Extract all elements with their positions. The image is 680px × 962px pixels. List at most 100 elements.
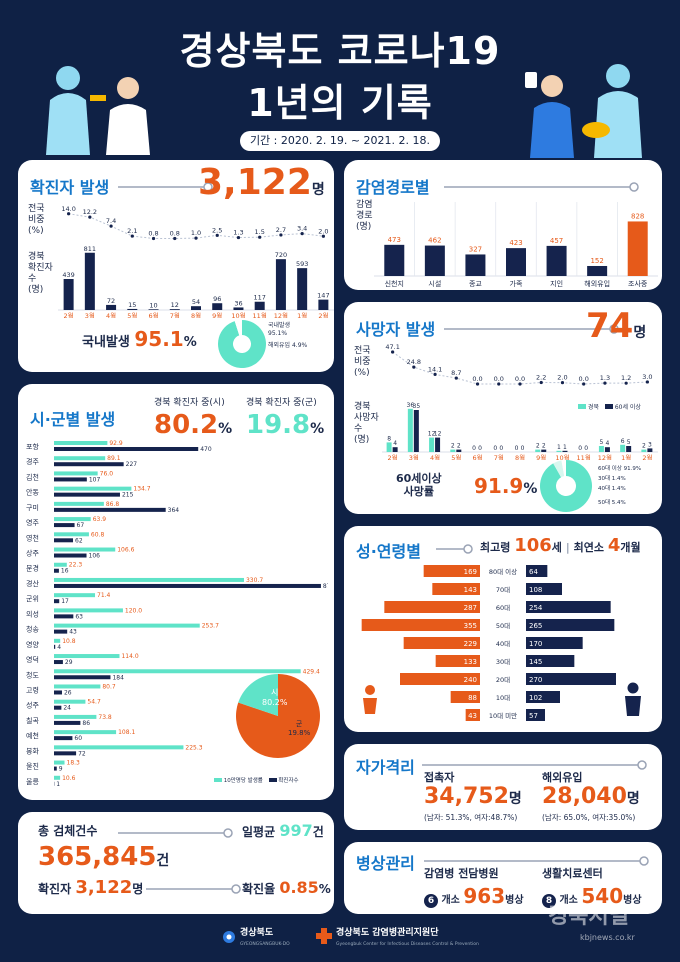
cases-bar-label: 147: [317, 292, 329, 300]
cases-share-point: [151, 236, 156, 241]
age-male-bar: [526, 709, 545, 721]
region-count-bar: [54, 583, 321, 588]
deaths-bar-label: 3: [648, 441, 652, 448]
age-group-label: 40대: [496, 640, 510, 648]
route-bar-label: 462: [428, 237, 441, 245]
deaths-bar-label: 8: [387, 435, 391, 442]
region-rate-label: 60.8: [91, 531, 105, 538]
region-rate-label: 120.0: [125, 607, 142, 614]
region-count-label: 215: [122, 492, 134, 499]
cases-bar-label: 36: [234, 299, 242, 307]
deaths-bar: [386, 442, 392, 452]
region-count-label: 62: [75, 537, 83, 544]
route-axis-label: 감염 경로 (명): [356, 200, 373, 232]
region-rate-bar: [54, 593, 96, 598]
deaths-share-point: [433, 372, 437, 377]
tests-rate: 확진율 0.85%: [242, 878, 331, 899]
cases-pie-slice-domestic: [218, 320, 266, 368]
age-female-bar: [403, 637, 480, 649]
region-count-label: 60: [74, 735, 82, 742]
deaths-pie-slice-40: [561, 460, 566, 477]
age-male-bar: [526, 583, 562, 595]
deaths-bar: [392, 447, 398, 452]
cases-month-label: 11월: [253, 311, 267, 318]
deaths-bar-label: 0: [478, 445, 482, 452]
region-count-label: 107: [89, 476, 101, 483]
deaths-bar: [456, 449, 462, 452]
region-rate-label: 92.9: [109, 440, 123, 447]
footer-org1: 경상북도: [240, 928, 274, 938]
deaths-bar: [641, 449, 647, 452]
cases-total: 3,122명: [198, 162, 325, 203]
region-name-label: 영천: [26, 533, 39, 542]
age-male-bar: [526, 691, 560, 703]
region-count-bar: [54, 614, 74, 619]
abroad-count: 28,040명: [542, 784, 640, 809]
cases-bar-label: 10: [149, 301, 157, 309]
page-title-line2: 1년의 기록: [247, 81, 433, 125]
female-icon: [363, 685, 377, 714]
cases-bar: [63, 279, 74, 310]
region-name-label: 울릉: [26, 778, 39, 786]
route-category-label: 조사중: [628, 279, 648, 288]
deaths-pie-label-50: 50대 5.4%: [598, 500, 626, 506]
title-connector-line: [422, 760, 647, 770]
deaths-bar-label: 36: [407, 402, 415, 409]
deaths-bar-label: 1: [563, 444, 567, 451]
region-rate-bar: [54, 714, 97, 719]
route-bar-label: 473: [388, 236, 401, 244]
abroad-value: 28,040: [542, 784, 627, 809]
cases-share-point: [300, 232, 304, 236]
region-count-bar: [54, 447, 199, 451]
cases-month-label: 9월: [212, 311, 222, 318]
region-count-bar: [54, 675, 111, 680]
region-name-label: 칠곡: [26, 716, 39, 725]
region-rate-label: 71.4: [97, 592, 111, 599]
region-name-label: 상주: [26, 549, 39, 558]
cases-share-axis-label: 전국 비중 (%): [28, 204, 45, 236]
age-male-bar: [526, 673, 616, 685]
contact-value: 34,752: [424, 784, 509, 809]
deaths-bar-label: 12: [428, 431, 436, 438]
region-rate-label: 253.7: [202, 623, 219, 630]
route-category-label: 해외유입: [584, 279, 610, 288]
deaths-share-label: 24.8: [407, 358, 421, 366]
cases-bar-label: 117: [253, 294, 265, 302]
region-name-label: 울진: [26, 762, 39, 771]
cases-share-label: 1.3: [233, 229, 243, 237]
deaths-chart: 47.1 24.8 14.1 8.7 0.0 0.0 0.0 2.2 2.0 0.0 1.3 1.2 3…: [382, 343, 658, 460]
deaths-share-point: [454, 376, 458, 380]
region-count-bar: [54, 690, 62, 695]
age-male-bar: [526, 601, 611, 613]
region-name-label: 경주: [26, 457, 39, 466]
age-female-label: 287: [464, 604, 477, 612]
deaths-share-point: [624, 381, 628, 385]
age-panel: 성·연령별 최고령 106세 | 최연소 4개월 169 80대 이상 64 143 7…: [344, 526, 662, 732]
cases-bar-label: 811: [84, 245, 96, 253]
cases-panel: 확진자 발생 3,122명 전국 비중 (%) 경북 확진자 수 (명) 14.…: [18, 160, 334, 372]
age-male-label: 102: [529, 694, 542, 702]
region-panel: 시·군별 발생 경북 확진자 중(시) 경북 확진자 중(군) 80.2% 19…: [18, 384, 334, 800]
cases-month-label: 6월: [148, 311, 158, 318]
deaths-bar-label: 2: [457, 443, 461, 450]
region-count-label: 1: [56, 781, 60, 788]
region-county-label: 경북 확진자 중(군): [246, 398, 317, 409]
tests-panel: 총 검체건수 일평균 997건 365,845건 확진자 3,122명 확진율 …: [18, 812, 334, 914]
deaths-bar: [435, 437, 441, 452]
cases-share-point: [279, 233, 283, 237]
cases-share-label: 0.8: [148, 230, 158, 238]
route-bar: [424, 245, 445, 276]
cases-total-value: 3,122: [198, 162, 312, 203]
region-city-value: 80.2%: [154, 410, 232, 440]
deaths-month-label: 12월: [598, 453, 612, 460]
age-male-bar: [526, 655, 575, 667]
deaths-month-label: 8월: [515, 453, 525, 460]
route-category-label: 가족: [510, 279, 523, 288]
cases-share-label: 2.7: [276, 226, 286, 234]
deaths-count-axis-label: 경북 사망자 수 (명): [354, 402, 379, 445]
cases-month-label: 5월: [127, 311, 137, 318]
deaths-bar-label: 0: [493, 445, 497, 452]
region-rate-bar: [54, 775, 61, 780]
deaths-pie-label-30: 30대 1.4%: [598, 476, 626, 482]
